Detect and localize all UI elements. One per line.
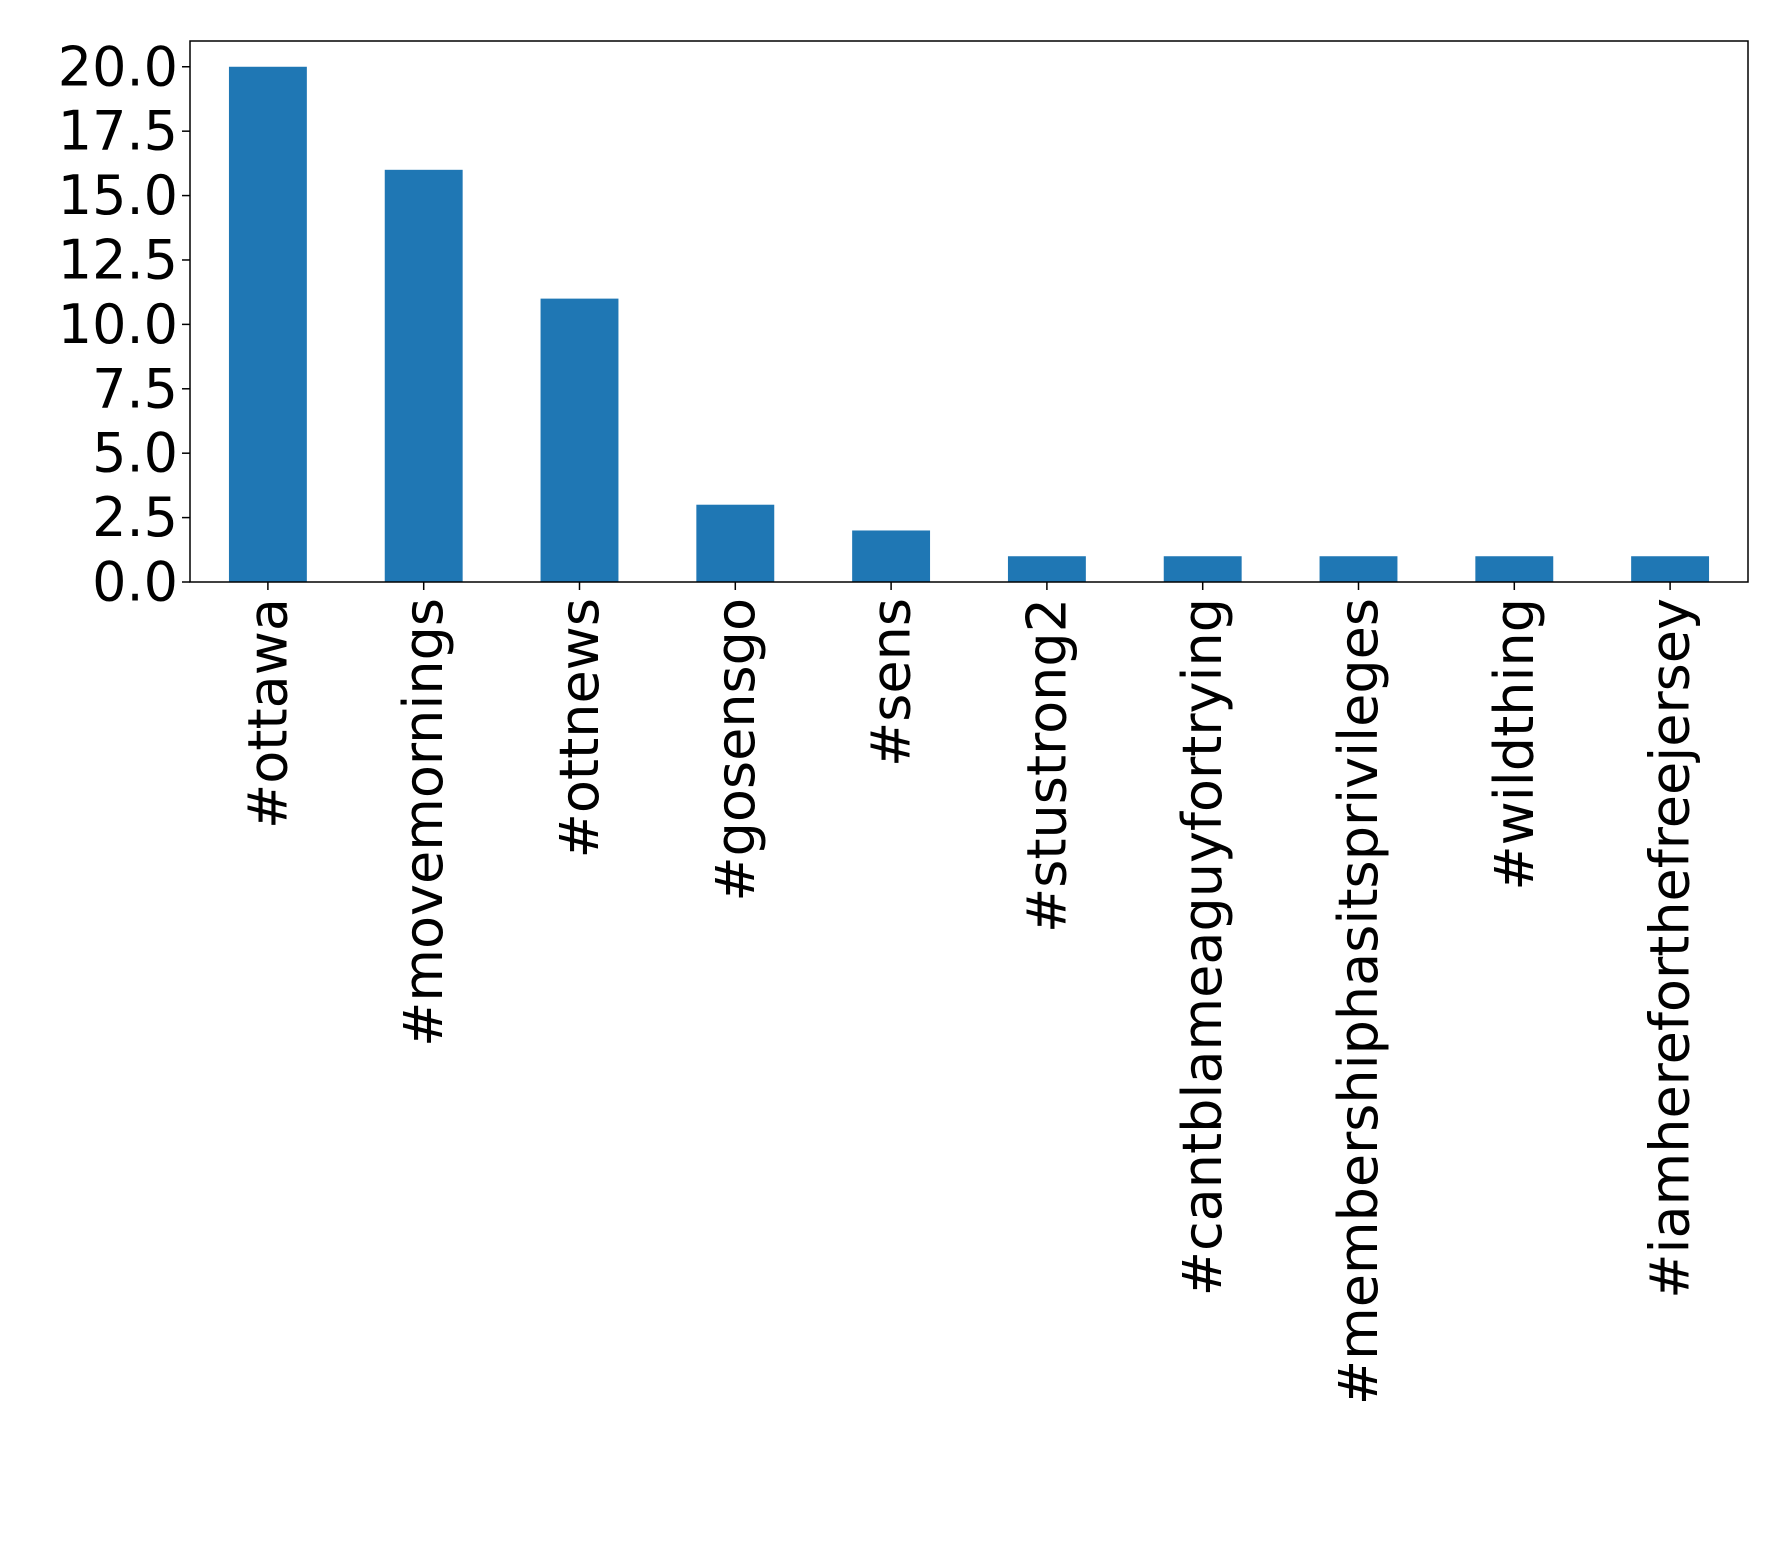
x-tick-label: #iamhereforthefreejersey [1639,598,1702,1299]
y-tick-label: 12.5 [58,228,178,291]
x-tick-label: #gosensgo [704,598,767,902]
x-axis: #ottawa #movemornings #ottnews #gosensgo #se… [236,582,1702,1405]
x-tick-label: #cantblameaguyfortrying [1171,598,1234,1296]
bar-sens [852,530,931,582]
x-tick-label: #stustrong2 [1015,598,1078,933]
bar-iamhereforthefreejersey [1631,556,1710,582]
y-tick-label: 17.5 [58,100,178,163]
bar-wildthing [1475,556,1554,582]
y-tick-label: 7.5 [92,357,178,420]
x-tick-label: #sens [860,598,923,767]
x-tick-label: #ottnews [548,598,611,858]
y-tick-label: 20.0 [58,35,178,98]
x-tick-label: #membershiphasitsprivileges [1327,598,1390,1405]
plot-area [228,66,1710,583]
bar-stustrong2 [1007,556,1086,582]
axes-frame [189,40,1749,583]
y-tick-label: 5.0 [92,422,178,485]
bar-ottnews [540,298,619,582]
bar-movemornings [384,169,463,583]
x-tick-label: #ottawa [236,598,299,829]
bar-ottawa [228,66,307,582]
bar-cantblameaguyfortrying [1163,556,1242,582]
y-tick-label: 10.0 [58,293,178,356]
y-axis: 0.02.55.07.510.012.515.017.520.0 [58,35,190,614]
bar-membershiphasitsprivileges [1319,556,1398,582]
bar-gosensgo [696,504,775,582]
x-tick-label: #movemornings [392,598,455,1047]
y-tick-label: 0.0 [92,551,178,614]
y-tick-label: 2.5 [92,486,178,549]
y-tick-label: 15.0 [58,164,178,227]
x-tick-label: #wildthing [1483,598,1546,891]
